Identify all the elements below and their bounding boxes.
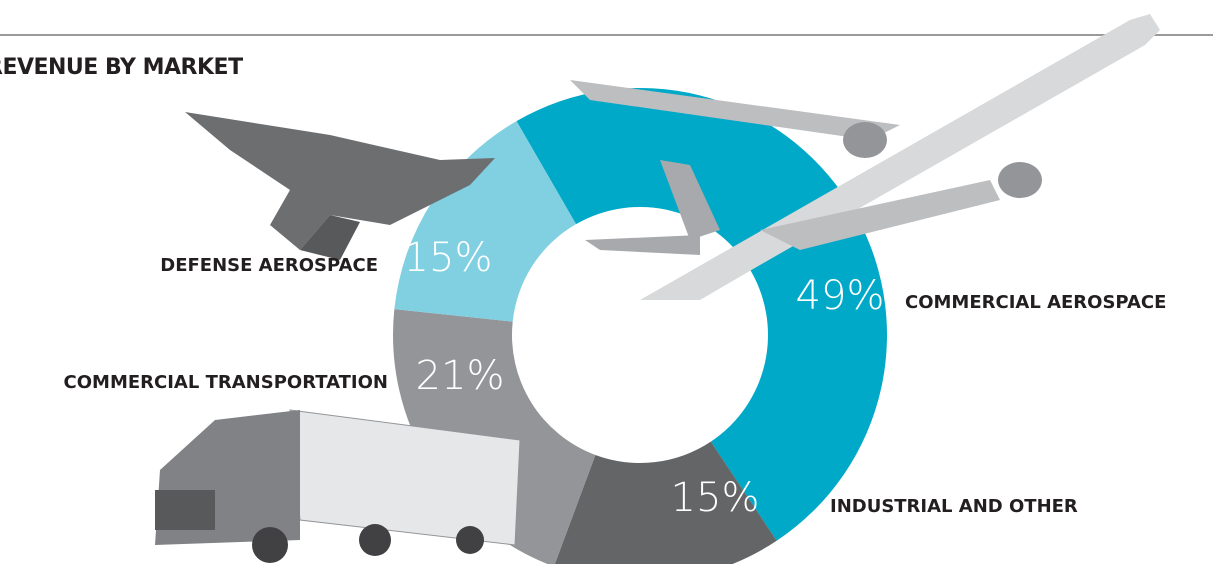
category-label: INDUSTRIAL AND OTHER bbox=[830, 496, 1078, 517]
donut-segment bbox=[554, 441, 777, 564]
value-label: 21% bbox=[416, 353, 505, 399]
value-label: 15% bbox=[404, 235, 493, 281]
airliner bbox=[570, 14, 1160, 300]
fighter-jet bbox=[185, 112, 495, 260]
value-label: 15% bbox=[671, 475, 760, 521]
value-label: 49% bbox=[796, 273, 885, 319]
truck bbox=[155, 409, 521, 563]
donut-segment bbox=[394, 121, 576, 322]
category-label: DEFENSE AEROSPACE bbox=[160, 255, 378, 276]
donut-segment bbox=[516, 87, 888, 541]
category-label: COMMERCIAL TRANSPORTATION bbox=[64, 372, 388, 393]
category-label: COMMERCIAL AEROSPACE bbox=[905, 292, 1166, 313]
chart-title: REVENUE BY MARKET bbox=[0, 55, 243, 80]
labels: 49% COMMERCIAL AEROSPACE 15% INDUSTRIAL AND… bbox=[64, 235, 1167, 521]
